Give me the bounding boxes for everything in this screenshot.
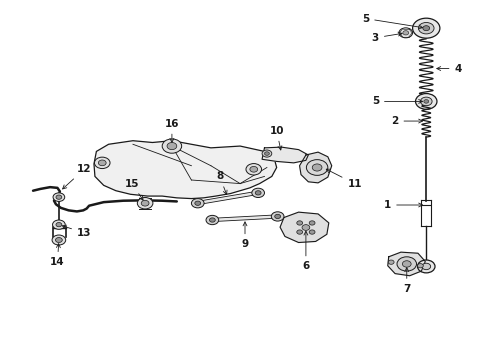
Circle shape: [416, 94, 437, 109]
Text: 7: 7: [403, 267, 411, 294]
Circle shape: [209, 218, 215, 222]
Text: 9: 9: [242, 222, 248, 249]
Text: 3: 3: [372, 32, 402, 43]
Circle shape: [420, 97, 432, 106]
Text: 15: 15: [125, 179, 143, 200]
Circle shape: [402, 261, 411, 267]
Circle shape: [275, 214, 281, 219]
Circle shape: [52, 220, 65, 229]
Circle shape: [52, 235, 66, 245]
Circle shape: [252, 188, 265, 198]
Polygon shape: [94, 141, 277, 199]
Circle shape: [302, 225, 310, 230]
Text: 12: 12: [63, 164, 92, 189]
Circle shape: [265, 152, 270, 156]
Circle shape: [192, 199, 204, 208]
Circle shape: [141, 201, 149, 206]
Text: 1: 1: [384, 200, 422, 210]
Circle shape: [195, 201, 201, 205]
Circle shape: [417, 260, 435, 273]
Circle shape: [424, 100, 429, 103]
Circle shape: [423, 26, 430, 31]
Circle shape: [250, 166, 258, 172]
Circle shape: [297, 230, 303, 234]
Polygon shape: [388, 252, 425, 276]
Circle shape: [95, 157, 110, 168]
Circle shape: [413, 18, 440, 38]
Circle shape: [403, 31, 409, 35]
Text: 14: 14: [50, 244, 65, 267]
Polygon shape: [262, 147, 308, 163]
Circle shape: [388, 260, 394, 264]
Circle shape: [167, 143, 177, 150]
Circle shape: [422, 263, 431, 270]
Text: 8: 8: [216, 171, 227, 194]
Circle shape: [255, 191, 261, 195]
Circle shape: [162, 139, 182, 153]
Circle shape: [56, 222, 62, 227]
Circle shape: [309, 230, 315, 234]
Circle shape: [309, 221, 315, 225]
Text: 10: 10: [270, 126, 284, 150]
Text: 2: 2: [391, 116, 422, 126]
Circle shape: [306, 159, 328, 175]
Text: 5: 5: [362, 14, 422, 29]
Circle shape: [297, 221, 303, 225]
Polygon shape: [280, 212, 329, 243]
Text: 16: 16: [165, 118, 179, 142]
Circle shape: [246, 163, 262, 175]
Circle shape: [55, 238, 62, 243]
Circle shape: [399, 28, 413, 38]
Circle shape: [53, 193, 65, 202]
Circle shape: [271, 212, 284, 221]
Circle shape: [312, 164, 322, 171]
Polygon shape: [299, 152, 332, 183]
Circle shape: [137, 198, 153, 209]
Text: 13: 13: [62, 225, 92, 238]
Text: 6: 6: [302, 231, 310, 271]
Circle shape: [206, 215, 219, 225]
Text: 5: 5: [372, 96, 422, 107]
Circle shape: [56, 195, 62, 199]
Circle shape: [262, 150, 272, 157]
Circle shape: [98, 160, 106, 166]
Circle shape: [417, 264, 423, 268]
Circle shape: [418, 22, 434, 34]
Text: 11: 11: [326, 169, 362, 189]
Text: 4: 4: [437, 64, 462, 73]
Circle shape: [397, 257, 416, 271]
